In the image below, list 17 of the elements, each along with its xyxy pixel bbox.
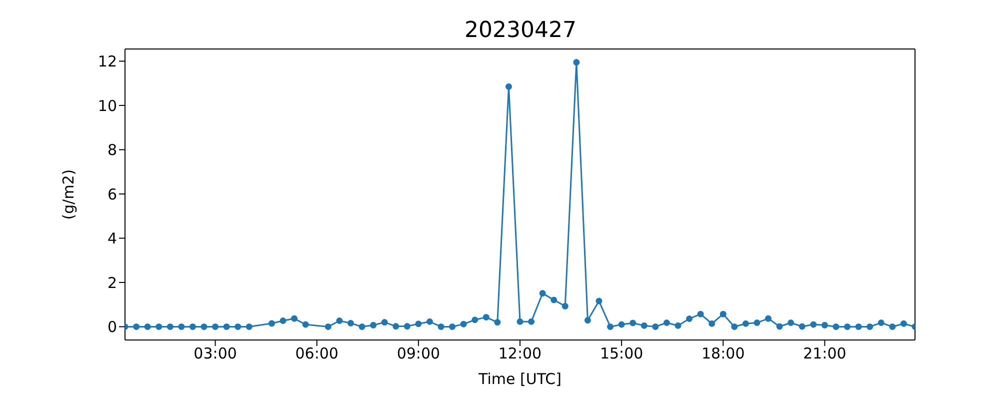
y-tick-label: 2: [107, 274, 117, 292]
y-tick-label: 4: [107, 230, 117, 248]
y-axis-title: (g/m2): [59, 169, 78, 220]
y-tick-label: 10: [98, 96, 117, 115]
y-tick-label: 12: [98, 52, 117, 70]
x-tick-label: 12:00: [498, 344, 542, 363]
x-tick-label: 21:00: [803, 344, 846, 363]
x-tick-label: 15:00: [600, 344, 644, 363]
chart-title: 20230427: [464, 18, 578, 43]
y-tick-label: 8: [107, 141, 117, 160]
x-tick-label: 06:00: [295, 344, 338, 363]
x-tick-label: 09:00: [396, 344, 440, 363]
x-tick-label: 18:00: [702, 344, 745, 363]
x-tick-label: 03:00: [194, 344, 237, 363]
y-tick-label: 0: [107, 318, 117, 336]
x-axis-title: Time [UTC]: [478, 370, 562, 388]
y-tick-label: 6: [107, 185, 117, 204]
